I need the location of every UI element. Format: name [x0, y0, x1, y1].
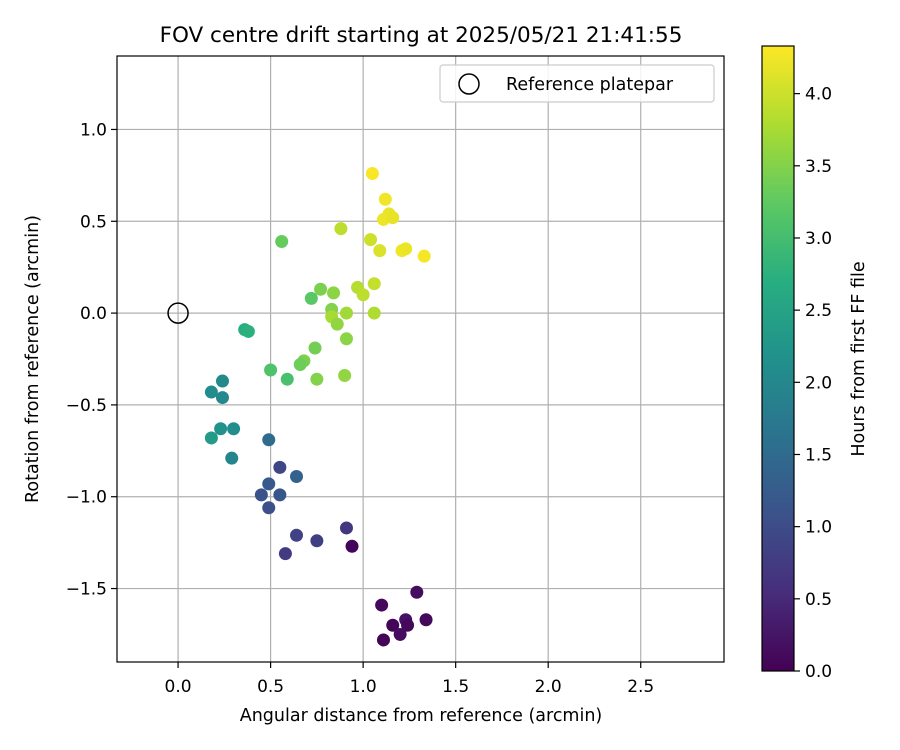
data-point — [386, 618, 400, 632]
data-point — [262, 501, 276, 515]
colorbar-tick-label: 2.5 — [805, 301, 832, 321]
data-point — [339, 521, 353, 535]
y-tick-label: −1.0 — [66, 488, 107, 508]
x-tick-label: 0.5 — [257, 677, 284, 697]
data-point — [393, 627, 407, 641]
data-point — [364, 233, 378, 247]
y-axis-ticks: 1.0 0.5 0.0 −0.5 −1.0 −1.5 — [66, 120, 117, 600]
legend-reference-marker — [458, 73, 480, 95]
y-axis-label: Rotation from reference (arcmin) — [23, 215, 43, 503]
colorbar-tick-label: 3.5 — [805, 157, 832, 177]
data-point — [334, 222, 348, 236]
data-point — [214, 422, 228, 436]
data-point — [275, 234, 289, 248]
data-point — [356, 288, 370, 302]
data-point — [330, 317, 344, 331]
data-points — [204, 167, 433, 647]
colorbar-ticks: 4.0 3.5 3.0 2.5 2.0 1.5 1.0 0.5 0.0 — [794, 85, 832, 682]
data-point — [314, 282, 328, 296]
x-tick-label: 1.0 — [350, 677, 377, 697]
data-point — [401, 618, 415, 632]
colorbar-tick-label: 4.0 — [805, 85, 832, 105]
data-point — [310, 372, 324, 386]
data-point — [290, 528, 304, 542]
colorbar-tick-label: 0.0 — [805, 662, 832, 682]
grid — [117, 56, 724, 662]
reference-platepar-marker — [167, 302, 189, 324]
data-point — [367, 306, 381, 320]
data-point — [410, 585, 424, 599]
data-point — [365, 167, 379, 181]
data-point — [225, 451, 239, 465]
data-point — [399, 242, 413, 256]
data-point — [367, 277, 381, 291]
x-axis-ticks: 0.0 0.5 1.0 1.5 2.0 2.5 — [165, 662, 654, 697]
colorbar-gradient — [762, 46, 794, 671]
y-tick-label: −0.5 — [66, 396, 107, 416]
data-point — [375, 598, 389, 612]
data-point — [310, 534, 324, 548]
colorbar: 4.0 3.5 3.0 2.5 2.0 1.5 1.0 0.5 0.0 Hours from f… — [761, 45, 869, 682]
y-tick-label: −1.5 — [66, 580, 107, 600]
data-point — [345, 539, 359, 553]
data-point — [419, 613, 433, 627]
data-point — [278, 547, 292, 561]
data-point — [262, 433, 276, 447]
colorbar-tick-label: 1.0 — [805, 518, 832, 538]
y-tick-label: 1.0 — [80, 120, 107, 140]
legend-label: Reference platepar — [506, 75, 674, 95]
colorbar-frame — [761, 45, 795, 672]
colorbar-tick-label: 3.0 — [805, 229, 832, 249]
data-point — [290, 470, 304, 484]
colorbar-tick-label: 1.5 — [805, 445, 832, 465]
data-point — [327, 286, 341, 300]
x-tick-label: 0.0 — [165, 677, 192, 697]
data-point — [308, 341, 322, 355]
data-point — [378, 192, 392, 206]
data-point — [273, 488, 287, 502]
data-point — [339, 332, 353, 346]
x-tick-label: 2.0 — [535, 677, 562, 697]
data-point — [264, 363, 278, 377]
x-axis-label: Angular distance from reference (arcmin) — [240, 706, 603, 726]
reference-marker-layer — [167, 302, 189, 324]
plot-frame — [116, 55, 725, 663]
data-point — [262, 477, 276, 491]
data-point — [304, 291, 318, 305]
data-point — [417, 249, 431, 263]
legend-box — [439, 64, 715, 103]
data-point — [338, 369, 352, 383]
colorbar-label: Hours from first FF file — [849, 261, 869, 456]
y-tick-label: 0.5 — [80, 212, 107, 232]
y-tick-label: 0.0 — [80, 304, 107, 324]
colorbar-tick-label: 0.5 — [805, 590, 832, 610]
legend: Reference platepar — [439, 64, 715, 103]
data-point — [215, 374, 229, 388]
data-point — [204, 385, 218, 399]
data-point — [373, 244, 387, 258]
data-point — [227, 422, 241, 436]
data-point — [241, 324, 255, 338]
data-point — [280, 372, 294, 386]
data-point — [376, 633, 390, 647]
data-point — [386, 211, 400, 225]
x-tick-label: 2.5 — [627, 677, 654, 697]
data-point — [293, 358, 307, 372]
chart-title: FOV centre drift starting at 2025/05/21 … — [160, 23, 683, 48]
colorbar-tick-label: 2.0 — [805, 373, 832, 393]
x-tick-label: 1.5 — [442, 677, 469, 697]
data-point — [215, 391, 229, 405]
data-point — [339, 306, 353, 320]
data-point — [273, 460, 287, 474]
data-point — [254, 488, 268, 502]
data-point — [204, 431, 218, 445]
